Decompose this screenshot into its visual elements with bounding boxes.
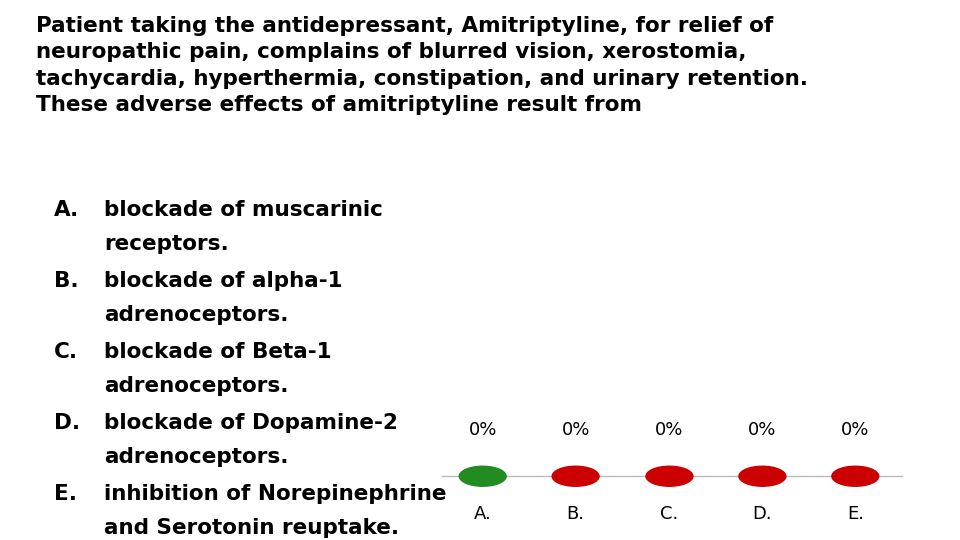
Text: E.: E. (54, 484, 77, 504)
Text: E.: E. (847, 505, 864, 523)
Ellipse shape (552, 466, 599, 486)
Text: D.: D. (54, 413, 81, 433)
Text: B.: B. (54, 271, 79, 291)
Text: C.: C. (660, 505, 679, 523)
Text: blockade of Dopamine-2: blockade of Dopamine-2 (104, 413, 397, 433)
Text: blockade of alpha-1: blockade of alpha-1 (104, 271, 343, 291)
Text: adrenoceptors.: adrenoceptors. (104, 305, 288, 325)
Text: 0%: 0% (468, 421, 497, 440)
Text: C.: C. (54, 342, 79, 362)
Ellipse shape (646, 466, 693, 486)
Text: inhibition of Norepinephrine: inhibition of Norepinephrine (104, 484, 446, 504)
Text: 0%: 0% (562, 421, 589, 440)
Ellipse shape (459, 466, 506, 486)
Text: 0%: 0% (748, 421, 777, 440)
Text: 0%: 0% (841, 421, 870, 440)
Text: blockade of muscarinic: blockade of muscarinic (104, 200, 383, 220)
Text: adrenoceptors.: adrenoceptors. (104, 376, 288, 396)
Text: A.: A. (474, 505, 492, 523)
Text: B.: B. (566, 505, 585, 523)
Text: D.: D. (753, 505, 772, 523)
Ellipse shape (739, 466, 786, 486)
Text: Patient taking the antidepressant, Amitriptyline, for relief of
neuropathic pain: Patient taking the antidepressant, Amitr… (36, 16, 808, 115)
Text: 0%: 0% (656, 421, 684, 440)
Text: A.: A. (54, 200, 80, 220)
Text: and Serotonin reuptake.: and Serotonin reuptake. (104, 518, 399, 538)
Text: receptors.: receptors. (104, 234, 228, 254)
Text: blockade of Beta-1: blockade of Beta-1 (104, 342, 331, 362)
Text: adrenoceptors.: adrenoceptors. (104, 447, 288, 467)
Ellipse shape (832, 466, 878, 486)
